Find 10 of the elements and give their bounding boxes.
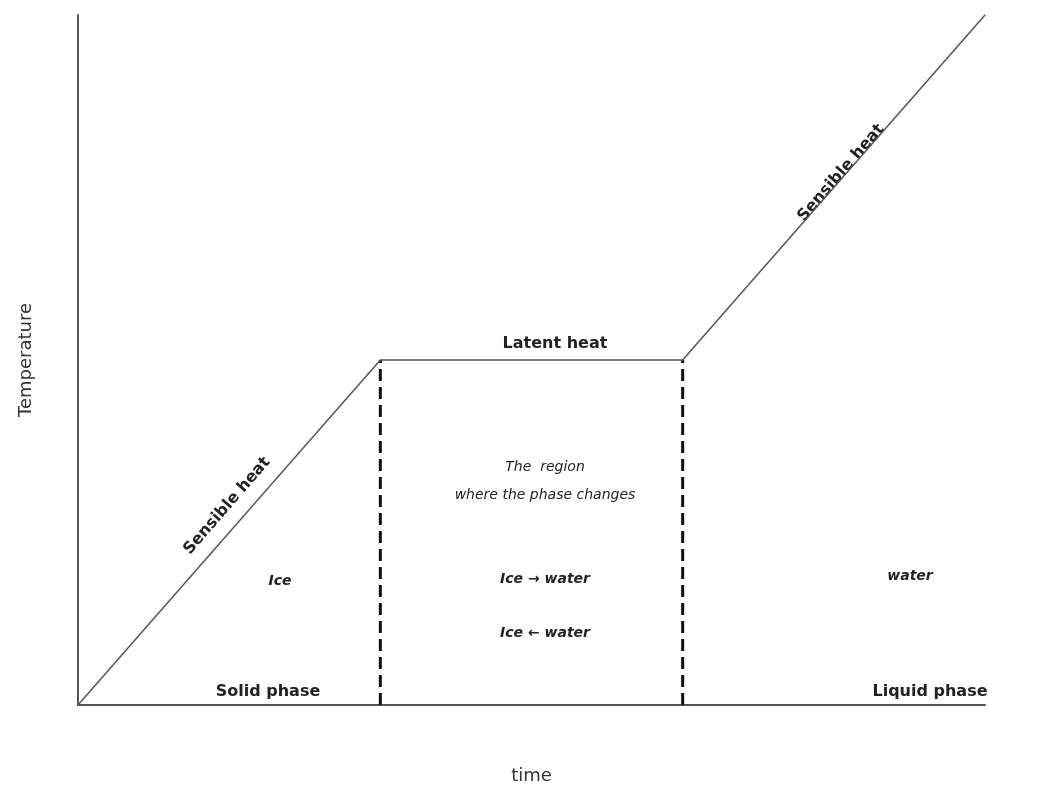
annotation: Ice → water xyxy=(500,570,592,586)
annotation: Liquid phase xyxy=(872,680,988,700)
annotation: water xyxy=(887,567,934,583)
annotation: Solid phase xyxy=(215,680,321,700)
annotation: Ice xyxy=(268,572,292,588)
y-axis-title: Temperature xyxy=(13,302,35,419)
annotation: Ice ← water xyxy=(500,624,592,640)
annotation: The region where the phase changes xyxy=(454,458,636,502)
x-axis-title: time xyxy=(511,763,552,785)
annotation: Latent heat xyxy=(502,332,608,352)
